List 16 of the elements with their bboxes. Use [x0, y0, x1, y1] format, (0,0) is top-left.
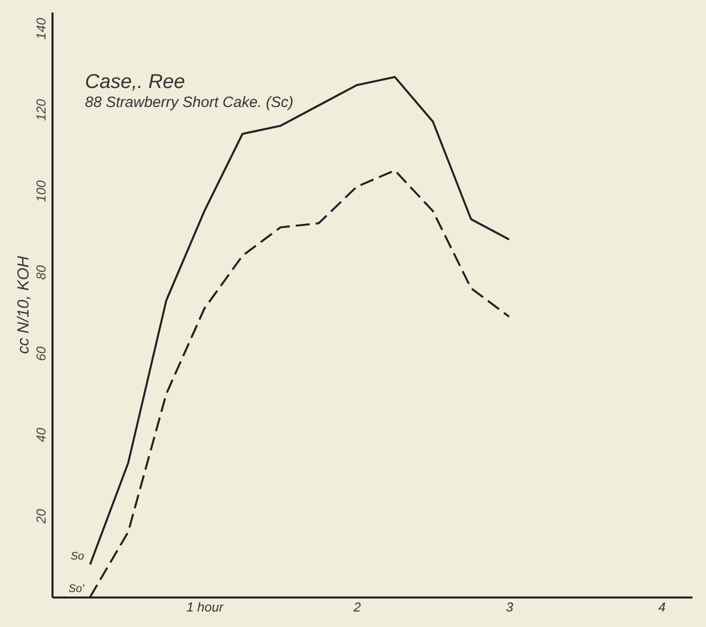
y-tick-label: 100: [34, 180, 48, 202]
x-tick-label: 2: [352, 600, 362, 614]
y-tick-label: 20: [34, 508, 48, 524]
y-tick-label: 40: [34, 427, 48, 442]
text: 88 Strawberry Short Cake. (Sc): [85, 94, 294, 111]
y-tick-label: 80: [34, 264, 48, 280]
y-tick-label: 140: [34, 17, 48, 40]
text: Case,. Ree: [85, 71, 186, 93]
series-label: So': [68, 583, 85, 595]
series-label: So: [70, 550, 84, 562]
y-axis-title: cc N/10, KOH: [16, 256, 32, 354]
y-tick-label: 60: [34, 346, 48, 361]
x-tick-label: 3: [506, 600, 514, 614]
x-tick-label: 4: [658, 600, 666, 614]
y-tick-label: 120: [34, 98, 48, 121]
x-tick-label: 1 hour: [186, 600, 224, 614]
